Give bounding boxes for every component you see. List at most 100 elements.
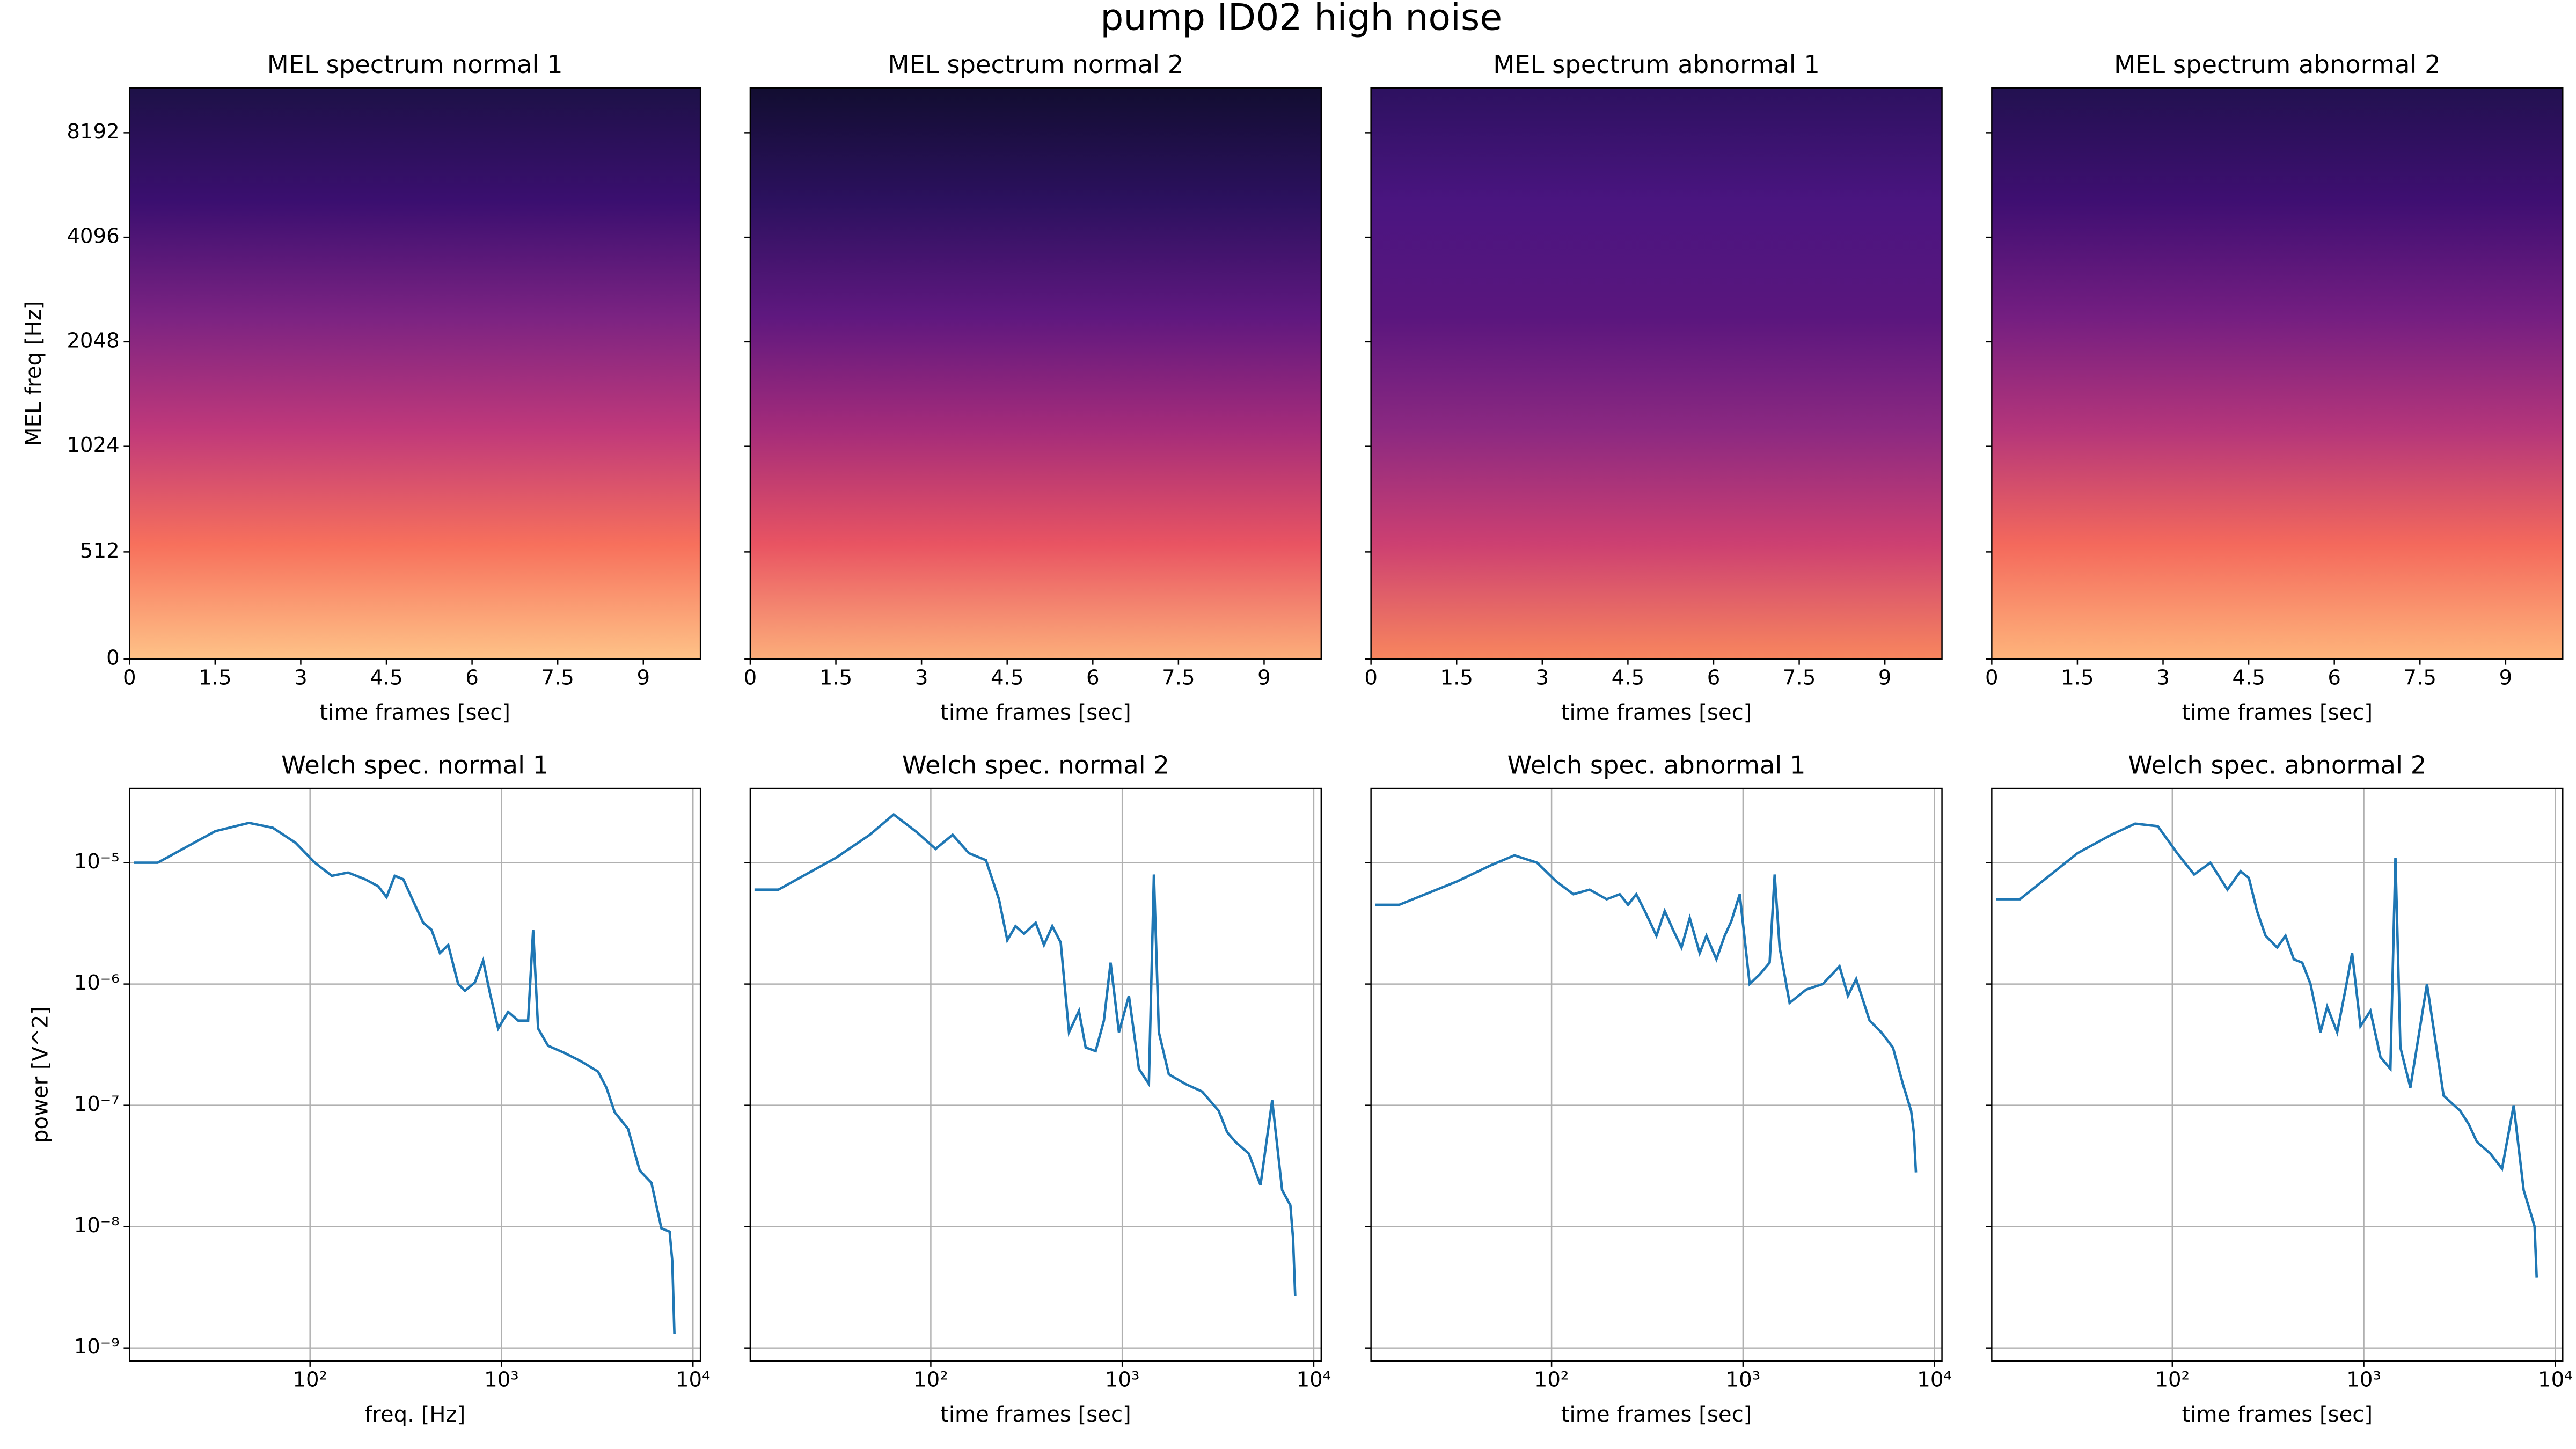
y-tick-label: 4096 [67,224,119,248]
subplot-title: Welch spec. abnormal 1 [1507,750,1806,779]
x-tick-label: 3 [2156,665,2170,690]
x-axis-label: time frames [sec] [940,700,1131,725]
line [1996,822,2538,1278]
x-tick-label: 4.5 [2232,665,2265,690]
spectrogram [1371,87,1942,659]
x-tick-label: 9 [636,665,650,690]
y-axis-label: MEL freq [Hz] [21,301,46,447]
x-axis-label: time frames [sec] [2182,700,2373,725]
x-tick-label: 10³ [1105,1368,1140,1392]
spectrogram [129,87,701,659]
subplot: 0 1.5 3 4.5 6 7.5 9 MEL spectrum abnormal 1 time… [1364,50,1943,725]
subplot-title: Welch spec. abnormal 2 [2128,750,2426,779]
plot-area [1371,788,1942,1362]
line [754,813,1297,1296]
x-tick-label: 10² [292,1368,327,1392]
subplot: 10² 10³ 10⁴ Welch spec. abnormal 1 time fram… [1365,750,1952,1427]
x-tick-label: 0 [1985,665,1999,690]
spectrogram [750,87,1321,659]
x-tick-label: 6 [465,665,479,690]
axes-frame [129,787,701,1362]
y-axis-label: power [V^2] [28,1006,53,1143]
x-tick-label: 1.5 [819,665,852,690]
x-tick-label: 0 [123,665,136,690]
x-tick-label: 10⁴ [1297,1368,1331,1392]
x-tick-label: 4.5 [991,665,1023,690]
x-axis-label: time frames [sec] [1561,1402,1752,1427]
subplot: 0 1.5 3 4.5 6 7.5 9 MEL spectrum abnormal 2 time… [1985,50,2564,725]
x-axis-label: freq. [Hz] [364,1402,465,1427]
axes-frame [1991,87,2564,660]
y-tick-label: 2048 [67,328,119,353]
x-tick-label: 6 [1086,665,1100,690]
axes-frame [1370,87,1943,660]
x-tick-label: 0 [1364,665,1378,690]
x-tick-label: 9 [1878,665,1892,690]
subplot-title: MEL spectrum abnormal 2 [2114,50,2441,79]
subplot-title: MEL spectrum normal 1 [267,50,563,79]
x-tick-label: 1.5 [1440,665,1473,690]
x-tick-label: 10⁴ [676,1368,711,1392]
y-tick-label: 10⁻⁷ [74,1092,120,1116]
x-tick-label: 3 [1536,665,1549,690]
x-tick-label: 9 [2499,665,2513,690]
y-tick-label: 10⁻⁸ [74,1213,120,1238]
subplot-title: MEL spectrum normal 2 [888,50,1183,79]
spectrogram [1992,87,2563,659]
x-tick-label: 7.5 [541,665,574,690]
x-tick-label: 3 [915,665,928,690]
x-tick-label: 10³ [484,1368,519,1392]
figure-title: pump ID02 high noise [1100,0,1502,39]
axes-frame [749,87,1322,660]
subplot: 10² 10³ 10⁴ Welch spec. normal 2 time frames… [744,750,1331,1427]
y-tick-label: 8192 [67,120,119,144]
subplot: 0 1.5 3 4.5 6 7.5 9 0 512 1024 2048 4096 8192 MEL spe… [21,50,701,725]
x-tick-label: 7.5 [1783,665,1816,690]
y-tick-label: 1024 [67,433,119,457]
y-tick-label: 0 [106,646,120,670]
x-tick-label: 7.5 [1162,665,1195,690]
x-axis-label: time frames [sec] [319,700,510,725]
subplot: 0 1.5 3 4.5 6 7.5 9 MEL spectrum normal 2 time f… [744,50,1322,725]
axes-frame [1991,787,2564,1362]
x-axis-label: time frames [sec] [2182,1402,2373,1427]
axes-frame [1370,787,1943,1362]
plot-area [129,788,701,1362]
line [134,821,676,1335]
x-tick-label: 1.5 [2061,665,2094,690]
line [1375,854,1918,1173]
x-tick-label: 10⁴ [1917,1368,1952,1392]
x-tick-label: 9 [1257,665,1271,690]
x-tick-label: 4.5 [1612,665,1644,690]
x-tick-label: 3 [294,665,308,690]
x-axis-label: time frames [sec] [1561,700,1752,725]
plot-area [1992,788,2563,1362]
y-tick-label: 10⁻⁵ [74,850,120,874]
x-tick-label: 1.5 [199,665,231,690]
y-tick-label: 10⁻⁹ [74,1335,120,1359]
subplot-title: MEL spectrum abnormal 1 [1493,50,1820,79]
subplot-title: Welch spec. normal 1 [281,750,548,779]
plot-area [750,788,1321,1362]
subplot-title: Welch spec. normal 2 [902,750,1169,779]
x-tick-label: 6 [2328,665,2341,690]
x-tick-label: 0 [744,665,757,690]
x-tick-label: 10² [1534,1368,1569,1392]
x-tick-label: 7.5 [2404,665,2436,690]
axes-frame [129,87,701,660]
subplot: 10² 10³ 10⁴ 10⁻⁹ 10⁻⁸ 10⁻⁷ 10⁻⁶ 10⁻⁵ Welch spec.… [28,750,710,1427]
x-tick-label: 10² [913,1368,948,1392]
y-tick-label: 512 [80,539,120,563]
x-tick-label: 10³ [1726,1368,1761,1392]
x-tick-label: 4.5 [370,665,402,690]
x-tick-label: 10⁴ [2538,1368,2573,1392]
x-tick-label: 10² [2155,1368,2190,1392]
y-tick-label: 10⁻⁶ [74,971,120,995]
x-tick-label: 10³ [2346,1368,2381,1392]
x-tick-label: 6 [1707,665,1721,690]
axes-frame [749,787,1322,1362]
x-axis-label: time frames [sec] [940,1402,1131,1427]
subplot: 10² 10³ 10⁴ Welch spec. abnormal 2 time fram… [1986,750,2573,1427]
